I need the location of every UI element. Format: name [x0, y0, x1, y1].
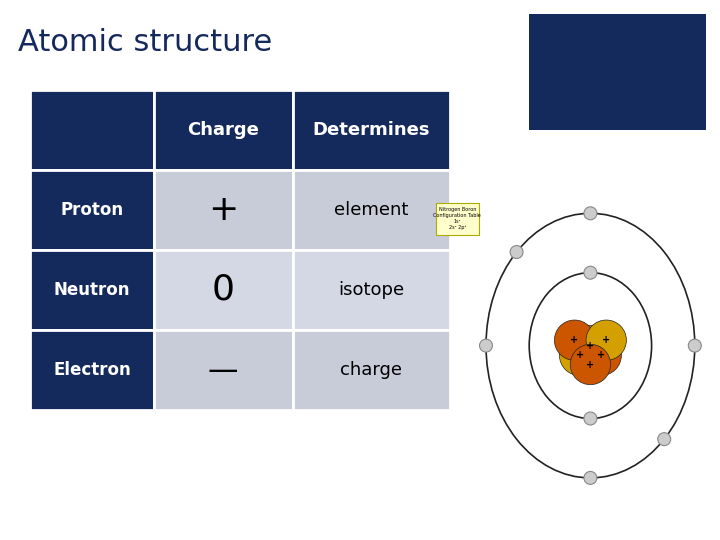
Bar	[30, 330, 154, 410]
Text: charge: charge	[341, 361, 402, 379]
Text: +: +	[602, 335, 611, 345]
Circle shape	[658, 433, 671, 446]
Text: Electron: Electron	[53, 361, 131, 379]
Text: element: element	[334, 201, 408, 219]
Bar	[529, 14, 706, 130]
Bar	[292, 330, 450, 410]
Text: +: +	[597, 350, 606, 360]
Text: +: +	[586, 360, 595, 369]
Circle shape	[570, 345, 611, 384]
Circle shape	[581, 335, 621, 375]
Bar	[30, 170, 154, 250]
Text: —: —	[208, 355, 238, 384]
Bar	[292, 90, 450, 170]
Bar	[154, 250, 292, 330]
Circle shape	[688, 339, 701, 352]
Text: 0: 0	[212, 273, 235, 307]
Bar	[154, 90, 292, 170]
Text: Neutron: Neutron	[54, 281, 130, 299]
Text: +: +	[570, 335, 579, 345]
Text: Nitrogen Boron
Configuration Table
1s²
2s² 2p³: Nitrogen Boron Configuration Table 1s² 2…	[433, 207, 481, 231]
Text: +: +	[586, 341, 595, 350]
Text: Proton: Proton	[60, 201, 124, 219]
Bar	[154, 330, 292, 410]
Circle shape	[570, 326, 611, 366]
Circle shape	[559, 335, 600, 375]
Circle shape	[480, 339, 492, 352]
Text: Charge: Charge	[187, 121, 259, 139]
Circle shape	[584, 471, 597, 484]
Circle shape	[510, 246, 523, 259]
Bar	[154, 170, 292, 250]
Text: +: +	[575, 350, 584, 360]
Bar	[30, 250, 154, 330]
Circle shape	[584, 207, 597, 220]
Bar	[436, 202, 479, 235]
Bar	[292, 170, 450, 250]
Circle shape	[584, 412, 597, 425]
Text: +: +	[208, 193, 238, 227]
Text: Atomic structure: Atomic structure	[18, 28, 272, 57]
Circle shape	[554, 320, 595, 360]
Circle shape	[584, 266, 597, 279]
Text: isotope: isotope	[338, 281, 405, 299]
Circle shape	[586, 320, 626, 360]
Bar	[292, 250, 450, 330]
Text: Determines: Determines	[312, 121, 430, 139]
Bar	[30, 90, 154, 170]
